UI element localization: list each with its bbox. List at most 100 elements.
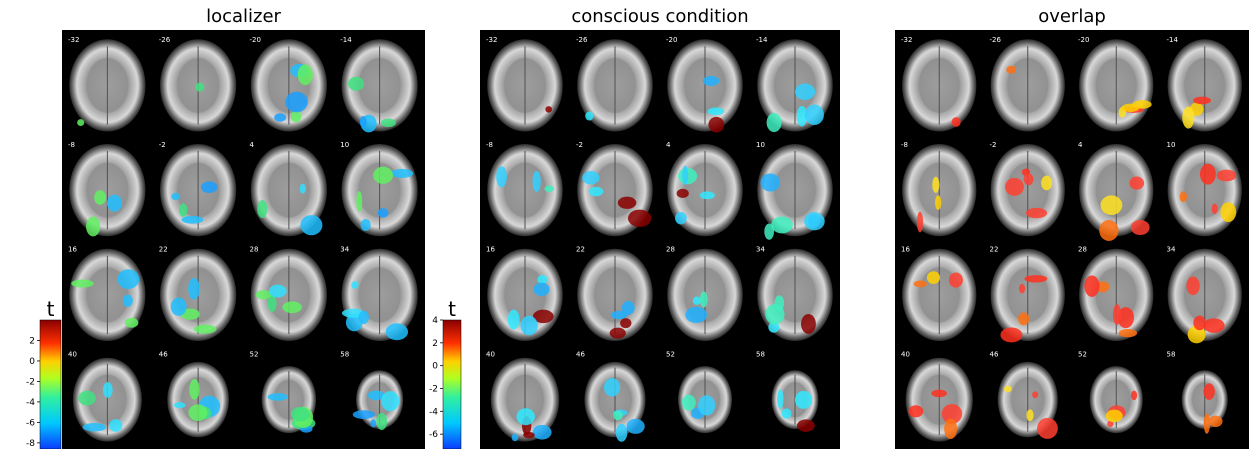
slice-label: 34 [756,246,765,254]
slice-label: -32 [68,36,79,44]
activation-blob [1212,203,1218,214]
activation-blob [693,297,701,305]
slice-label: 52 [250,350,259,358]
activation-blob [707,108,724,116]
activation-blob [944,418,957,439]
activation-blob [795,391,812,409]
activation-blob [544,186,554,192]
activation-blob [195,83,204,92]
slice-label: -32 [901,36,912,44]
slice-label: -2 [990,141,997,149]
activation-blob [1209,416,1223,427]
slice-label: 16 [901,246,910,254]
activation-blob [585,112,593,121]
slice-label: 16 [68,246,77,254]
activation-blob [194,325,217,334]
activation-blob [931,390,947,398]
activation-blob [589,187,604,197]
activation-blob [927,271,940,284]
activation-blob [914,281,927,288]
activation-blob [908,405,923,417]
activation-blob [626,419,644,434]
activation-blob [381,118,396,127]
colorbar-tick-label: -6 [26,418,35,428]
activation-blob [537,275,547,284]
activation-blob [189,379,199,400]
activation-blob [1024,173,1034,185]
activation-blob [378,208,389,218]
colorbar [40,320,61,449]
activation-blob [353,410,375,419]
activation-blob [107,195,122,212]
figure: localizer-32-26-20-14-8-2410162228344046… [0,0,1249,449]
activation-blob [610,328,626,339]
slice-label: -26 [159,36,171,44]
slice-label: 40 [901,350,910,358]
slice-label: 28 [250,246,259,254]
activation-blob [949,272,963,287]
activation-blob [257,200,267,218]
activation-blob [508,310,520,330]
slice-label: 52 [1078,350,1087,358]
activation-blob [188,404,207,421]
activation-blob [516,408,534,425]
activation-blob [1220,202,1236,222]
activation-blob [520,316,537,336]
activation-blob [1200,164,1216,185]
activation-blob [1204,413,1210,434]
slice-label: 40 [68,350,77,358]
activation-blob [1193,97,1211,105]
activation-blob [1131,391,1137,400]
colorbar-tick-label: 2 [29,336,35,346]
slice-label: -20 [250,36,261,44]
colorbar-tick-label: 4 [432,316,438,326]
activation-blob [1131,220,1150,235]
activation-blob [117,269,139,289]
slice-label: -26 [990,36,1002,44]
activation-blob [300,215,322,235]
activation-blob [370,419,376,427]
activation-blob [77,119,84,126]
activation-blob [268,393,288,401]
slice-label: 46 [159,350,168,358]
activation-blob [1106,410,1123,423]
slice-label: 46 [576,350,585,358]
activation-blob [1217,170,1237,182]
activation-blob [952,117,961,127]
activation-blob [1000,327,1022,342]
activation-blob [1193,316,1205,331]
activation-blob [78,391,96,406]
activation-blob [935,195,941,210]
activation-blob [1084,275,1099,297]
slice-label: 22 [159,246,168,254]
slice-label: 10 [1167,141,1176,149]
activation-blob [1004,386,1012,392]
activation-blob [386,323,408,340]
activation-blob [1129,177,1144,190]
activation-blob [356,191,362,212]
activation-blob [348,77,364,91]
activation-blob [1100,195,1122,215]
slice-label: -14 [1167,36,1179,44]
slice-label: -20 [666,36,677,44]
activation-blob [545,106,552,112]
activation-blob [533,425,552,440]
panel-title: overlap [1038,6,1106,27]
slice-label: -8 [901,141,908,149]
colorbar-tick-label: -4 [26,398,35,408]
activation-blob [83,423,107,431]
colorbar [443,320,461,449]
activation-blob [1026,208,1047,218]
slice-label: 28 [666,246,675,254]
activation-blob [291,407,310,422]
activation-blob [765,304,784,324]
slice-label: 16 [486,246,495,254]
slice-label: 4 [666,141,671,149]
slice-label: -14 [756,36,768,44]
activation-blob [534,283,550,296]
slice-label: 22 [990,246,999,254]
slice-label: 22 [576,246,585,254]
slice-label: -32 [486,36,497,44]
activation-blob [179,203,188,216]
colorbar-title: t [448,297,456,321]
